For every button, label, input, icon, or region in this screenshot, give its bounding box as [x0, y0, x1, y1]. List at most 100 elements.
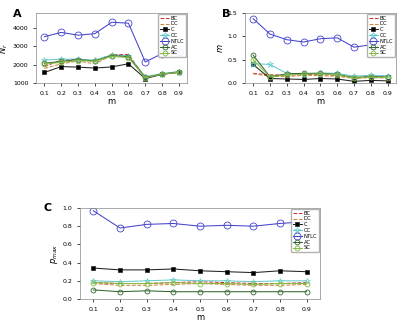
- AC: [59, 59, 64, 63]
- Text: B: B: [222, 9, 230, 19]
- C: [76, 65, 80, 69]
- SC: [385, 76, 390, 80]
- C: [368, 78, 373, 82]
- AC: [198, 290, 202, 294]
- Line: NTLC: NTLC: [250, 15, 391, 51]
- SC: [109, 55, 114, 58]
- BC: [176, 70, 181, 74]
- NTLC: [126, 21, 131, 25]
- DC: [385, 76, 390, 80]
- C: [144, 268, 149, 272]
- Line: CC: CC: [90, 277, 310, 285]
- DC: [42, 67, 47, 71]
- CC: [176, 70, 181, 73]
- AC: [385, 75, 390, 79]
- Line: CC: CC: [250, 60, 391, 80]
- Line: BC: BC: [253, 73, 388, 78]
- DC: [301, 73, 306, 77]
- SC: [251, 282, 256, 286]
- DC: [160, 72, 164, 76]
- AC: [92, 59, 97, 63]
- Y-axis label: $m$: $m$: [216, 43, 224, 53]
- BC: [304, 281, 309, 285]
- NTLC: [59, 31, 64, 34]
- DC: [251, 72, 256, 76]
- BC: [385, 75, 390, 79]
- AC: [304, 290, 309, 294]
- DC: [144, 283, 149, 287]
- NTLC: [224, 223, 229, 227]
- SC: [91, 281, 96, 285]
- CC: [144, 279, 149, 283]
- Line: CC: CC: [41, 51, 182, 80]
- NTLC: [385, 44, 390, 48]
- Line: AC: AC: [251, 53, 390, 80]
- C: [251, 271, 256, 275]
- AC: [278, 290, 282, 294]
- SC: [284, 73, 289, 77]
- Line: BC: BC: [44, 55, 179, 77]
- Legend: BC, DC, C, CC, NTLC, AC, SC: BC, DC, C, CC, NTLC, AC, SC: [291, 209, 319, 252]
- BC: [335, 73, 340, 77]
- C: [268, 77, 272, 81]
- AC: [251, 290, 256, 294]
- BC: [144, 281, 149, 285]
- CC: [301, 72, 306, 76]
- SC: [335, 73, 340, 77]
- CC: [224, 279, 229, 283]
- BC: [368, 75, 373, 79]
- AC: [301, 72, 306, 75]
- C: [109, 65, 114, 69]
- NTLC: [268, 32, 272, 36]
- AC: [268, 75, 272, 79]
- BC: [251, 72, 256, 75]
- AC: [143, 75, 148, 79]
- Line: BC: BC: [93, 282, 307, 283]
- AC: [284, 72, 289, 76]
- C: [59, 65, 64, 69]
- C: [198, 269, 202, 273]
- Text: A: A: [13, 9, 22, 19]
- Line: DC: DC: [44, 56, 179, 78]
- CC: [91, 279, 96, 283]
- NTLC: [335, 36, 340, 40]
- BC: [42, 65, 47, 69]
- C: [224, 270, 229, 274]
- BC: [268, 73, 272, 77]
- DC: [109, 54, 114, 58]
- DC: [304, 282, 309, 286]
- SC: [143, 76, 148, 80]
- AC: [42, 61, 47, 65]
- SC: [76, 59, 80, 63]
- Legend: BC, DC, C, CC, NTLC, AC, SC: BC, DC, C, CC, NTLC, AC, SC: [158, 14, 186, 57]
- Line: SC: SC: [42, 54, 181, 80]
- AC: [352, 76, 356, 80]
- C: [385, 79, 390, 83]
- DC: [91, 281, 96, 285]
- BC: [109, 53, 114, 57]
- C: [126, 62, 131, 66]
- NTLC: [198, 224, 202, 228]
- NTLC: [301, 40, 306, 44]
- SC: [198, 281, 202, 285]
- BC: [143, 75, 148, 79]
- DC: [284, 75, 289, 79]
- SC: [118, 281, 122, 285]
- DC: [198, 281, 202, 285]
- CC: [304, 279, 309, 283]
- SC: [368, 75, 373, 79]
- Y-axis label: $N_r$: $N_r$: [0, 43, 10, 54]
- SC: [301, 72, 306, 76]
- AC: [224, 290, 229, 294]
- X-axis label: m: m: [316, 97, 324, 106]
- AC: [171, 290, 176, 294]
- CC: [251, 62, 256, 66]
- BC: [278, 281, 282, 285]
- SC: [160, 72, 164, 76]
- Line: C: C: [251, 62, 390, 84]
- CC: [198, 279, 202, 283]
- BC: [301, 72, 306, 76]
- C: [278, 269, 282, 273]
- Line: DC: DC: [93, 283, 307, 285]
- CC: [335, 72, 340, 75]
